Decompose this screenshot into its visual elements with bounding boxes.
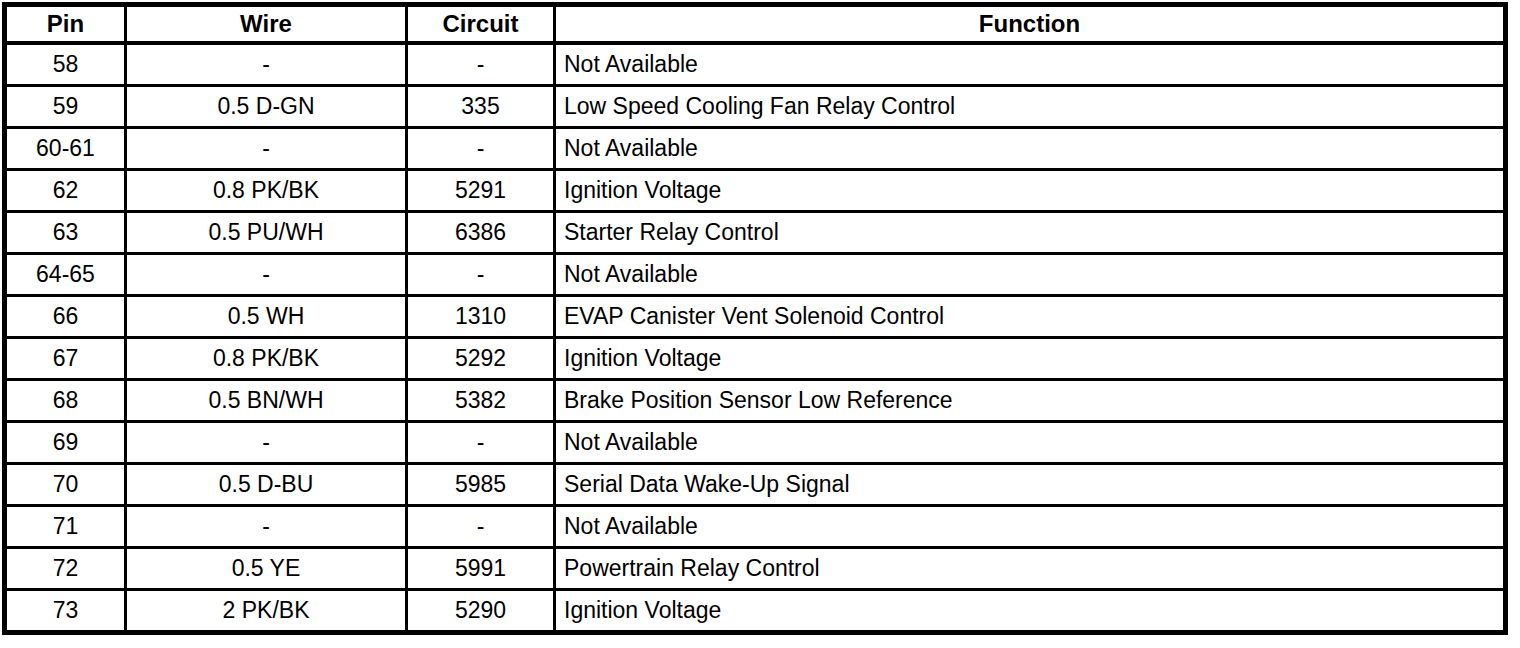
cell-function: Ignition Voltage — [555, 590, 1506, 633]
table-row: 72 0.5 YE 5991 Powertrain Relay Control — [5, 548, 1506, 590]
cell-wire: 0.5 YE — [126, 548, 407, 590]
cell-wire: 0.5 D-BU — [126, 464, 407, 506]
column-header-circuit: Circuit — [407, 5, 555, 44]
cell-circuit: 5291 — [407, 170, 555, 212]
page-body: Pin Wire Circuit Function 58 - - Not Ava… — [0, 0, 1520, 640]
table-row: 62 0.8 PK/BK 5291 Ignition Voltage — [5, 170, 1506, 212]
cell-circuit: - — [407, 128, 555, 170]
connector-pinout-table: Pin Wire Circuit Function 58 - - Not Ava… — [2, 2, 1508, 635]
cell-wire: - — [126, 422, 407, 464]
cell-wire: 2 PK/BK — [126, 590, 407, 633]
table-body: 58 - - Not Available 59 0.5 D-GN 335 Low… — [5, 43, 1506, 633]
cell-pin: 71 — [5, 506, 126, 548]
cell-function: Not Available — [555, 128, 1506, 170]
cell-wire: - — [126, 43, 407, 86]
table-row: 70 0.5 D-BU 5985 Serial Data Wake-Up Sig… — [5, 464, 1506, 506]
cell-pin: 66 — [5, 296, 126, 338]
cell-function: Brake Position Sensor Low Reference — [555, 380, 1506, 422]
cell-wire: - — [126, 128, 407, 170]
cell-circuit: 1310 — [407, 296, 555, 338]
table-row: 73 2 PK/BK 5290 Ignition Voltage — [5, 590, 1506, 633]
cell-pin: 68 — [5, 380, 126, 422]
table-row: 67 0.8 PK/BK 5292 Ignition Voltage — [5, 338, 1506, 380]
cell-circuit: 5292 — [407, 338, 555, 380]
cell-pin: 59 — [5, 86, 126, 128]
table-row: 71 - - Not Available — [5, 506, 1506, 548]
cell-function: Ignition Voltage — [555, 338, 1506, 380]
header-row: Pin Wire Circuit Function — [5, 5, 1506, 44]
table-row: 59 0.5 D-GN 335 Low Speed Cooling Fan Re… — [5, 86, 1506, 128]
cell-pin: 62 — [5, 170, 126, 212]
cell-function: Not Available — [555, 254, 1506, 296]
cell-function: Serial Data Wake-Up Signal — [555, 464, 1506, 506]
column-header-wire: Wire — [126, 5, 407, 44]
cell-wire: - — [126, 254, 407, 296]
cell-function: Not Available — [555, 43, 1506, 86]
column-header-pin: Pin — [5, 5, 126, 44]
cell-pin: 63 — [5, 212, 126, 254]
cell-circuit: - — [407, 506, 555, 548]
cell-function: EVAP Canister Vent Solenoid Control — [555, 296, 1506, 338]
cell-pin: 72 — [5, 548, 126, 590]
table-row: 66 0.5 WH 1310 EVAP Canister Vent Soleno… — [5, 296, 1506, 338]
column-header-function: Function — [555, 5, 1506, 44]
cell-pin: 73 — [5, 590, 126, 633]
cell-pin: 60-61 — [5, 128, 126, 170]
cell-wire: 0.8 PK/BK — [126, 170, 407, 212]
cell-circuit: - — [407, 254, 555, 296]
cell-pin: 69 — [5, 422, 126, 464]
cell-wire: 0.5 BN/WH — [126, 380, 407, 422]
table-row: 63 0.5 PU/WH 6386 Starter Relay Control — [5, 212, 1506, 254]
cell-wire: 0.5 PU/WH — [126, 212, 407, 254]
cell-wire: 0.5 WH — [126, 296, 407, 338]
cell-function: Low Speed Cooling Fan Relay Control — [555, 86, 1506, 128]
cell-wire: 0.5 D-GN — [126, 86, 407, 128]
table-row: 60-61 - - Not Available — [5, 128, 1506, 170]
cell-wire: 0.8 PK/BK — [126, 338, 407, 380]
cell-circuit: 5985 — [407, 464, 555, 506]
cell-function: Powertrain Relay Control — [555, 548, 1506, 590]
cell-pin: 64-65 — [5, 254, 126, 296]
cell-wire: - — [126, 506, 407, 548]
table-row: 68 0.5 BN/WH 5382 Brake Position Sensor … — [5, 380, 1506, 422]
table-row: 69 - - Not Available — [5, 422, 1506, 464]
cell-circuit: 5991 — [407, 548, 555, 590]
cell-circuit: - — [407, 422, 555, 464]
cell-circuit: 6386 — [407, 212, 555, 254]
table-row: 64-65 - - Not Available — [5, 254, 1506, 296]
cell-pin: 70 — [5, 464, 126, 506]
cell-pin: 58 — [5, 43, 126, 86]
cell-function: Not Available — [555, 422, 1506, 464]
cell-circuit: 5290 — [407, 590, 555, 633]
table-row: 58 - - Not Available — [5, 43, 1506, 86]
cell-circuit: 5382 — [407, 380, 555, 422]
cell-function: Not Available — [555, 506, 1506, 548]
cell-circuit: - — [407, 43, 555, 86]
cell-function: Ignition Voltage — [555, 170, 1506, 212]
cell-function: Starter Relay Control — [555, 212, 1506, 254]
cell-pin: 67 — [5, 338, 126, 380]
cell-circuit: 335 — [407, 86, 555, 128]
